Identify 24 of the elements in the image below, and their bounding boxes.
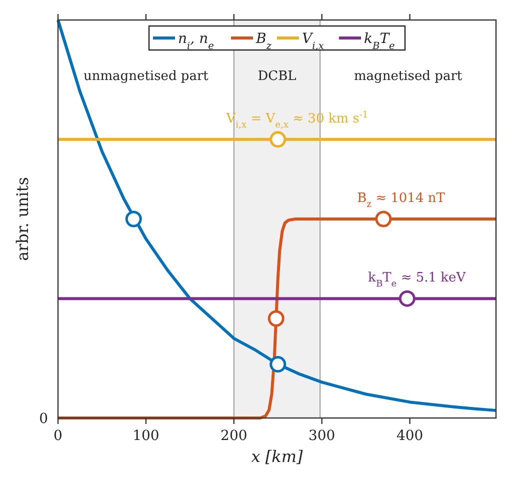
point [270,131,286,148]
point [398,290,416,307]
band-label: DCBL [258,69,297,84]
legend-label: k$_{B}$T$_{e}$ [364,31,396,52]
legend-label: n$_{i}$, n$_{e}$ [178,31,214,52]
x-axis-title: x [km] [251,447,304,466]
x-tick-label: 100 [132,428,160,444]
point [375,210,392,228]
y-axis-title: arbr. units [13,177,32,261]
annotation: magnetised part [354,69,463,84]
x-tick-label: 0 [54,428,62,444]
annotation: V$_{i,x}$ = V$_{e,x}$ ≈ 30 km s$^{-1}$ [225,110,368,130]
legend-label: B$_{z}$ [255,31,272,52]
legend-label: V$_{i,x}$ [302,31,324,52]
annotation: k$_{B}$T$_{e}$ ≈ 5.1 keV [368,270,466,290]
annotation: B$_{z}$ ≈ 1014 nT [357,191,446,210]
point [125,210,142,228]
point [270,356,286,373]
x-tick-label: 200 [220,428,248,444]
point [268,310,284,327]
annotation: 0 [39,411,48,427]
annotation: unmagnetised part [83,69,210,84]
x-tick-label: 400 [396,428,424,444]
x-tick-label: 300 [308,428,336,444]
